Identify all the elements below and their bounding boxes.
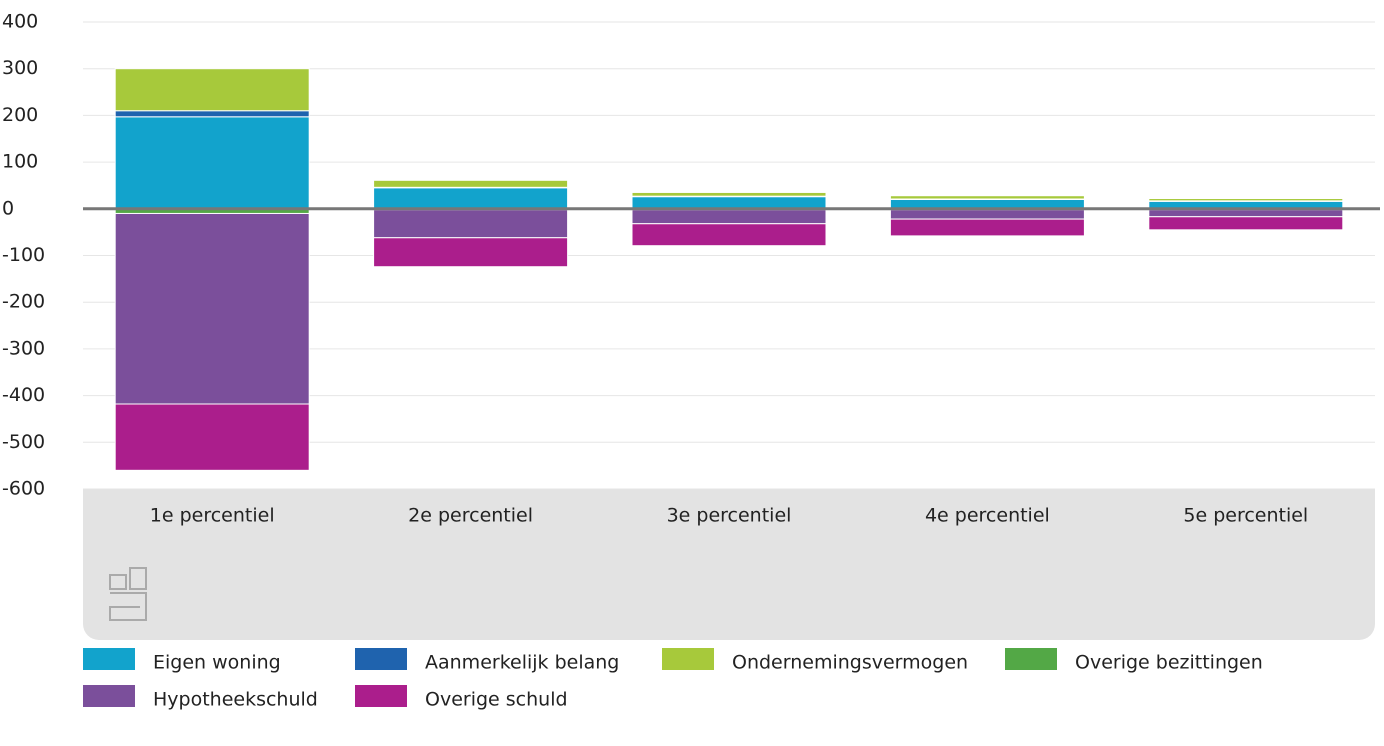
bar-segment [374, 188, 568, 209]
legend-label: Ondernemingsvermogen [732, 652, 968, 674]
x-tick-label: 1e percentiel [150, 505, 275, 527]
legend-swatch [355, 685, 407, 707]
y-tick-label: 400 [2, 11, 38, 33]
legend-label: Overige schuld [425, 689, 568, 711]
y-tick-label: -500 [2, 431, 45, 453]
bar-segment [1149, 217, 1343, 230]
legend-swatch [662, 648, 714, 670]
legend-label: Eigen woning [153, 652, 281, 674]
legend-label: Overige bezittingen [1075, 652, 1263, 674]
bar-segment [890, 196, 1084, 199]
x-tick-label: 4e percentiel [925, 505, 1050, 527]
legend-swatch [83, 648, 135, 670]
y-tick-label: -600 [2, 478, 45, 500]
legend-label: Hypotheekschuld [153, 689, 318, 711]
bar-segment [632, 197, 826, 209]
bar-segment [1149, 199, 1343, 201]
bar-segment [115, 117, 309, 209]
bar-segment [115, 213, 309, 404]
bar-segment [115, 69, 309, 111]
bar-segment [115, 404, 309, 470]
bar-segment [1149, 210, 1343, 217]
bar-segment [374, 210, 568, 238]
bar-segment [374, 238, 568, 267]
y-tick-label: 100 [2, 151, 38, 173]
legend-swatch [355, 648, 407, 670]
y-tick-label: 0 [2, 197, 14, 219]
legend-swatch [83, 685, 135, 707]
x-tick-label: 2e percentiel [408, 505, 533, 527]
y-tick-label: -400 [2, 384, 45, 406]
bar-segment [890, 210, 1084, 219]
y-tick-label: -200 [2, 291, 45, 313]
y-tick-label: 300 [2, 57, 38, 79]
x-tick-label: 3e percentiel [667, 505, 792, 527]
bar-segment [632, 192, 826, 196]
y-tick-label: -300 [2, 337, 45, 359]
y-tick-label: -100 [2, 244, 45, 266]
bar-segment [632, 210, 826, 224]
bar-segment [890, 219, 1084, 236]
y-tick-label: 200 [2, 104, 38, 126]
legend-label: Aanmerkelijk belang [425, 652, 619, 674]
bar-segment [115, 111, 309, 117]
x-tick-label: 5e percentiel [1183, 505, 1308, 527]
bar-segment [632, 224, 826, 246]
bar-segment [374, 180, 568, 187]
legend-swatch [1005, 648, 1057, 670]
